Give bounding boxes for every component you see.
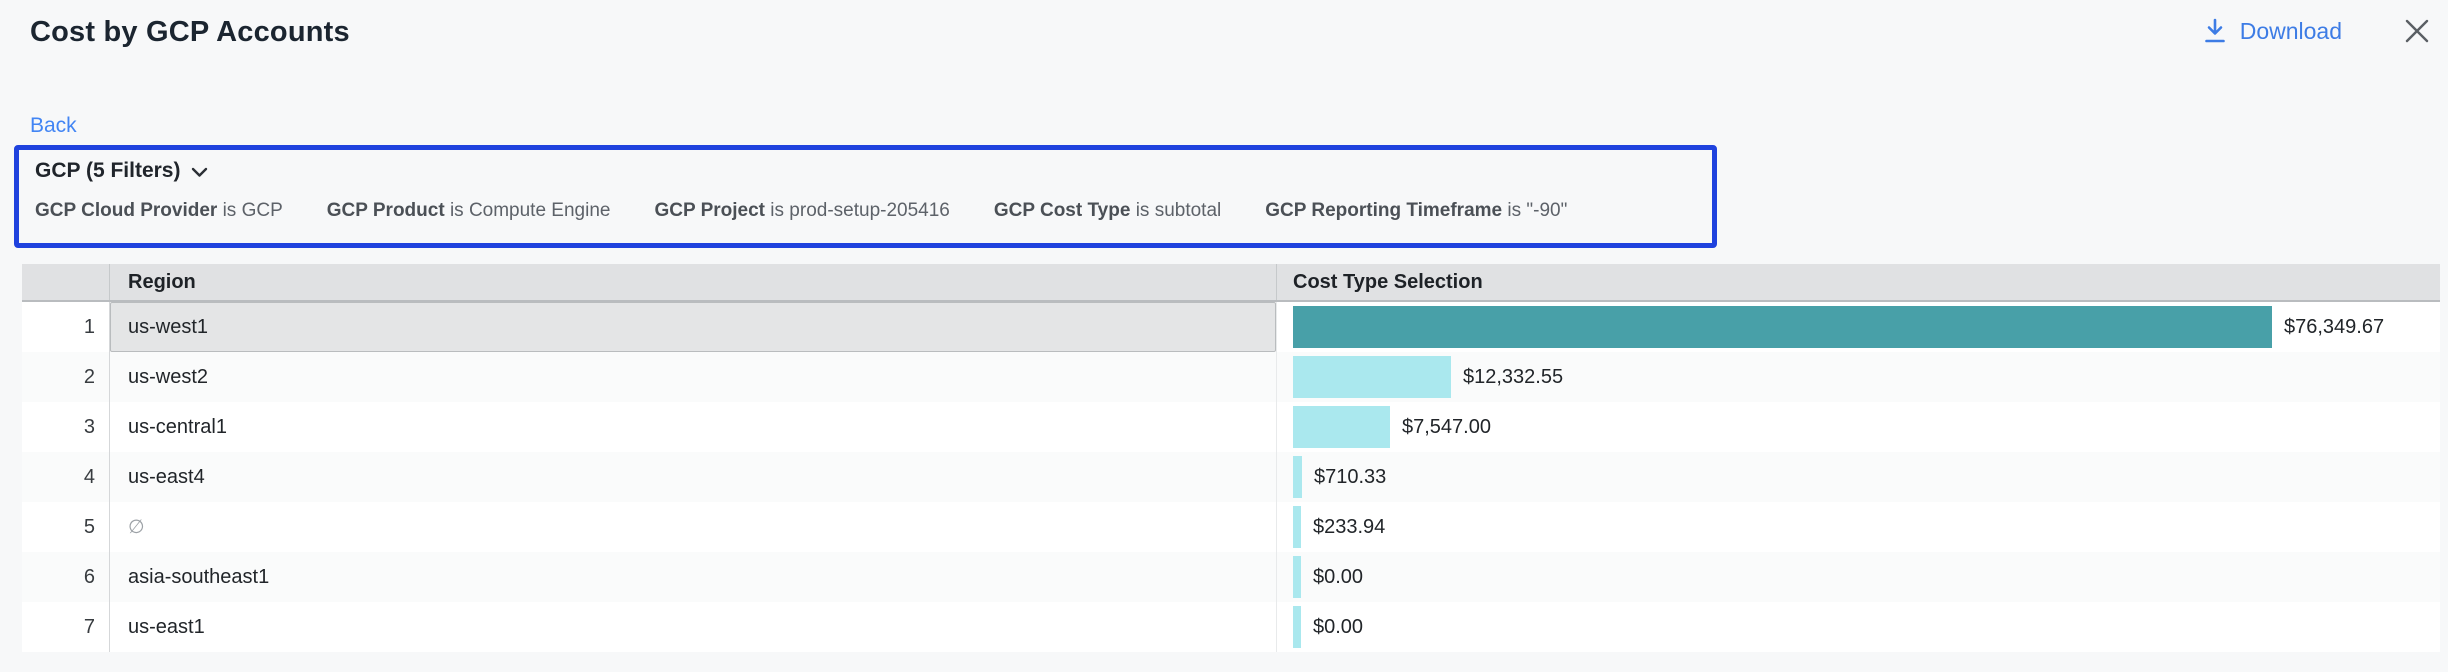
filter-name: GCP Reporting Timeframe	[1265, 200, 1503, 221]
region-cell[interactable]: us-central1	[128, 415, 227, 438]
cost-bar[interactable]	[1293, 556, 1301, 598]
cost-bar[interactable]	[1293, 606, 1301, 648]
filter-name: GCP Cloud Provider	[35, 200, 218, 221]
cost-cell: $7,547.00	[1276, 402, 2440, 452]
cost-value-label: $233.94	[1313, 515, 1386, 538]
filter-chip[interactable]: GCP Cloud Provider is GCP	[35, 200, 283, 222]
download-icon	[2203, 18, 2227, 44]
cost-value-label: $710.33	[1314, 465, 1387, 488]
cost-column-header[interactable]: Cost Type Selection	[1276, 264, 2440, 300]
cost-cell: $0.00	[1276, 602, 2440, 652]
page-title: Cost by GCP Accounts	[30, 16, 350, 48]
filter-condition: is "-90"	[1507, 200, 1568, 221]
filter-panel: GCP (5 Filters) GCP Cloud Provider is GC…	[14, 145, 1717, 248]
cost-bar[interactable]	[1293, 306, 2272, 348]
cost-cell: $12,332.55	[1276, 352, 2440, 402]
region-cell[interactable]: us-east1	[128, 615, 205, 638]
region-cell[interactable]: us-west2	[128, 365, 209, 388]
back-link[interactable]: Back	[30, 114, 77, 137]
table-row[interactable]: 1 us-west1 $76,349.67	[22, 302, 2440, 352]
table-body: 1 us-west1 $76,349.67 2 us-west2 $12,332…	[22, 302, 2440, 652]
download-button[interactable]: Download	[2203, 18, 2342, 45]
filter-name: GCP Product	[326, 200, 445, 221]
filter-summary-dropdown[interactable]: GCP (5 Filters)	[35, 159, 208, 183]
cost-bar[interactable]	[1293, 456, 1302, 498]
filter-chip[interactable]: GCP Product is Compute Engine	[327, 200, 611, 222]
chevron-down-icon	[191, 167, 208, 178]
table-row[interactable]: 3 us-central1 $7,547.00	[22, 402, 2440, 452]
cost-table: Region Cost Type Selection 1 us-west1 $7…	[22, 264, 2440, 652]
table-row[interactable]: 4 us-east4 $710.33	[22, 452, 2440, 502]
cost-cell: $710.33	[1276, 452, 2440, 502]
row-number-cell: 3	[22, 402, 110, 452]
table-header-row: Region Cost Type Selection	[22, 264, 2440, 302]
header-actions: Download	[2203, 14, 2434, 48]
row-number-cell: 2	[22, 352, 110, 402]
filter-list: GCP Cloud Provider is GCP GCP Product is …	[35, 200, 1696, 222]
cost-value-label: $7,547.00	[1402, 415, 1491, 438]
region-cell[interactable]: asia-southeast1	[128, 565, 270, 588]
row-number-column-header	[22, 264, 110, 300]
table-row[interactable]: 5 ∅ $233.94	[22, 502, 2440, 552]
filter-chip[interactable]: GCP Reporting Timeframe is "-90"	[1265, 200, 1567, 222]
cost-bar[interactable]	[1293, 506, 1301, 548]
cost-cell: $233.94	[1276, 502, 2440, 552]
row-number-cell: 1	[22, 302, 110, 352]
download-label: Download	[2239, 17, 2342, 44]
cost-bar[interactable]	[1293, 356, 1451, 398]
cost-bar[interactable]	[1293, 406, 1390, 448]
region-cell[interactable]: ∅	[128, 516, 145, 538]
cost-cell: $0.00	[1276, 552, 2440, 602]
filter-condition: is subtotal	[1135, 200, 1222, 221]
row-number-cell: 7	[22, 602, 110, 652]
cost-value-label: $0.00	[1313, 615, 1364, 638]
cost-value-label: $0.00	[1313, 565, 1364, 588]
row-number-cell: 4	[22, 452, 110, 502]
region-cell[interactable]: us-east4	[128, 465, 205, 488]
close-icon	[2403, 17, 2431, 45]
region-cell[interactable]: us-west1	[110, 302, 1276, 352]
cost-cell: $76,349.67	[1276, 302, 2440, 352]
cost-value-label: $12,332.55	[1463, 365, 1564, 388]
filter-chip[interactable]: GCP Project is prod-setup-205416	[654, 200, 949, 222]
filter-name: GCP Cost Type	[993, 200, 1131, 221]
table-row[interactable]: 2 us-west2 $12,332.55	[22, 352, 2440, 402]
filter-chip[interactable]: GCP Cost Type is subtotal	[994, 200, 1221, 222]
filter-name: GCP Project	[654, 200, 766, 221]
cost-value-label: $76,349.67	[2284, 315, 2385, 338]
filter-summary-label: GCP (5 Filters)	[35, 159, 181, 182]
region-column-header[interactable]: Region	[128, 270, 196, 293]
close-button[interactable]	[2400, 14, 2434, 48]
filter-condition: is prod-setup-205416	[770, 200, 950, 221]
row-number-cell: 6	[22, 552, 110, 602]
row-number-cell: 5	[22, 502, 110, 552]
filter-condition: is Compute Engine	[449, 200, 611, 221]
filter-condition: is GCP	[222, 200, 283, 221]
table-row[interactable]: 7 us-east1 $0.00	[22, 602, 2440, 652]
table-row[interactable]: 6 asia-southeast1 $0.00	[22, 552, 2440, 602]
